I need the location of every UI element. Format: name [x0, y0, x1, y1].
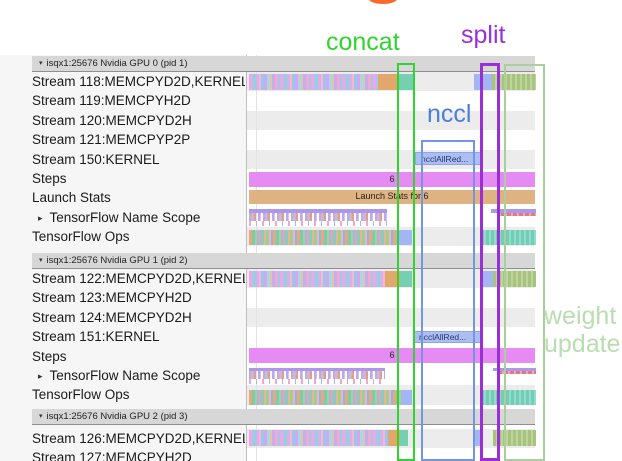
- row-label-tf-name-scope-gpu1[interactable]: ▸ TensorFlow Name Scope: [32, 366, 245, 385]
- row-label-stream-150: Stream 150:KERNEL: [32, 151, 160, 167]
- stream-122-orange-event[interactable]: [385, 270, 400, 287]
- tf-name-scope-label: TensorFlow Name Scope: [49, 367, 201, 383]
- row-label-steps-gpu1: Steps: [32, 348, 67, 364]
- split-annotation-box: [480, 63, 500, 461]
- steps-bar-gpu1[interactable]: 6: [249, 348, 535, 363]
- tf-name-scope-events2-gpu0[interactable]: [249, 220, 387, 226]
- stream-118-orange-event[interactable]: [378, 73, 397, 90]
- row-label-stream-120: Stream 120:MEMCPYD2H: [32, 112, 192, 128]
- process-header-gpu0[interactable]: ▾ isqx1:25676 Nvidia GPU 0 (pid 1): [32, 56, 535, 72]
- process-header-label: isqx1:25676 Nvidia GPU 0 (pid 1): [46, 58, 188, 69]
- collapse-arrow-icon[interactable]: ▾: [39, 60, 43, 67]
- row-label-tf-ops-gpu1: TensorFlow Ops: [32, 387, 130, 403]
- row-label-stream-127: Stream 127:MEMCPYH2D: [32, 449, 192, 461]
- process-header-gpu1[interactable]: ▾ isqx1:25676 Nvidia GPU 1 (pid 2): [32, 253, 535, 269]
- collapse-arrow-icon[interactable]: ▾: [39, 413, 43, 420]
- tf-name-scope-label: TensorFlow Name Scope: [49, 209, 201, 225]
- split-annotation-label: split: [461, 21, 506, 49]
- stream-122-split-event[interactable]: [481, 270, 493, 287]
- row-label-stream-121: Stream 121:MEMCPYP2P: [32, 132, 191, 148]
- concat-annotation-label: concat: [326, 28, 400, 56]
- tf-name-scope-events2-gpu1[interactable]: [249, 379, 385, 384]
- row-label-stream-126: Stream 126:MEMCPYD2D,KERNEL,MI: [32, 430, 245, 446]
- tf-name-scope-marks-gpu1[interactable]: [500, 371, 536, 374]
- stream-118-weight-update-events[interactable]: [492, 73, 536, 90]
- tf-ops-concat-event-gpu1[interactable]: [402, 389, 412, 405]
- tf-ops-weight-update-events-gpu0[interactable]: [481, 229, 536, 245]
- row-label-stream-122: Stream 122:MEMCPYD2D,KERNEL,MI: [32, 271, 245, 286]
- process-header-gpu2[interactable]: ▾ isqx1:25676 Nvidia GPU 2 (pid 3): [32, 409, 535, 425]
- tf-name-scope-strip-gpu1[interactable]: [249, 367, 385, 371]
- tf-name-scope-events-gpu0[interactable]: [249, 212, 387, 221]
- weight-update-annotation-label-line1: weight: [544, 302, 617, 330]
- steps-bar-gpu0[interactable]: 6: [249, 171, 535, 187]
- tf-ops-weight-update-events-gpu1[interactable]: [481, 389, 536, 405]
- row-label-stream-123: Stream 123:MEMCPYH2D: [32, 290, 192, 306]
- nccl-annotation-label: nccl: [427, 100, 472, 128]
- nccl-annotation-box: [420, 140, 475, 461]
- row-label-launch-stats-gpu0: Launch Stats: [32, 190, 111, 206]
- concat-annotation-box: [396, 63, 415, 461]
- row-label-tf-ops-gpu0: TensorFlow Ops: [32, 229, 130, 244]
- row-label-stream-118: Stream 118:MEMCPYD2D,KERNEL,ME: [32, 74, 245, 89]
- row-label-stream-124: Stream 124:MEMCPYD2H: [32, 309, 192, 325]
- tf-ops-events-gpu1[interactable]: [249, 389, 402, 405]
- weight-update-annotation-box: [503, 64, 545, 461]
- stream-122-concat-event[interactable]: [400, 270, 412, 287]
- launch-stats-bar-gpu0[interactable]: Launch Stats for 6: [249, 190, 535, 204]
- tf-name-scope-strip-gpu0[interactable]: [249, 209, 387, 213]
- tf-ops-events-gpu0[interactable]: [249, 229, 396, 245]
- row-label-tf-name-scope-gpu0[interactable]: ▸ TensorFlow Name Scope: [32, 208, 245, 227]
- stream-122-events-bar[interactable]: [249, 270, 385, 287]
- tf-ops-concat-event-gpu0[interactable]: [396, 229, 412, 245]
- collapse-arrow-icon[interactable]: ▾: [39, 257, 43, 264]
- row-bg: [247, 307, 535, 328]
- tf-name-scope-events-gpu1[interactable]: [249, 371, 385, 379]
- orange-arc-fragment: [369, 0, 397, 4]
- expander-icon[interactable]: ▸: [38, 212, 43, 223]
- stream-118-concat-event[interactable]: [397, 73, 414, 90]
- stream-126-split-event[interactable]: [473, 430, 482, 446]
- row-bg: [247, 110, 535, 131]
- process-header-label: isqx1:25676 Nvidia GPU 2 (pid 3): [46, 411, 188, 422]
- weight-update-annotation-label-line2: update: [544, 330, 621, 358]
- row-label-stream-151: Stream 151:KERNEL: [32, 329, 160, 345]
- stream-118-split-event[interactable]: [474, 73, 492, 90]
- tf-name-scope-marks-gpu0[interactable]: [497, 212, 536, 216]
- expander-icon[interactable]: ▸: [38, 370, 43, 381]
- stream-118-events-bar[interactable]: [249, 73, 378, 90]
- tf-name-scope-strip-right-gpu0[interactable]: [491, 209, 536, 213]
- row-label-steps-gpu0: Steps: [32, 170, 67, 186]
- row-label-stream-119: Stream 119:MEMCPYH2D: [32, 93, 191, 109]
- tf-name-scope-strip-right-gpu1[interactable]: [493, 367, 536, 371]
- process-header-label: isqx1:25676 Nvidia GPU 1 (pid 2): [46, 255, 188, 266]
- stream-126-events-bar[interactable]: [249, 430, 388, 446]
- stream-126-concat-event[interactable]: [400, 430, 408, 446]
